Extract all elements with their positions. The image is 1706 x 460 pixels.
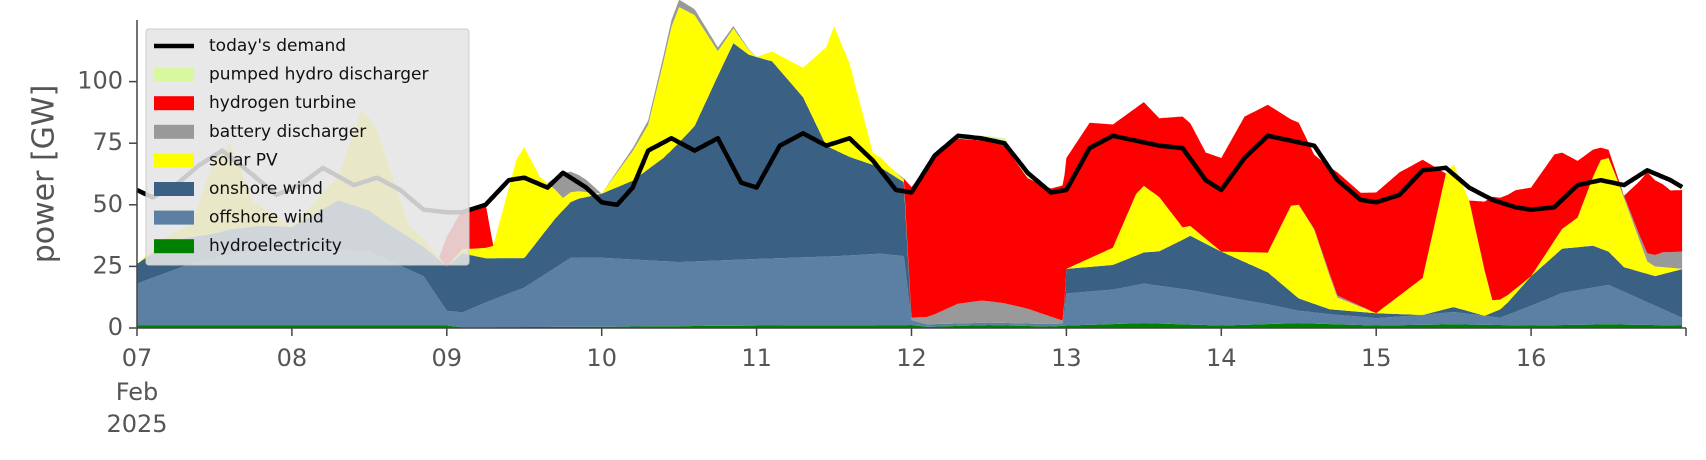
x-tick-label: 15	[1361, 344, 1392, 372]
x-ticks: 07 08 09 10 11 12 13 14 15 16 Feb 2025	[106, 328, 1686, 438]
legend-label-pumped-hydro-discharger: pumped hydro discharger	[209, 65, 428, 85]
legend-swatch-offshore-wind	[154, 211, 194, 225]
legend-swatch-onshore-wind	[154, 182, 194, 196]
legend-label-hydrogen-turbine: hydrogen turbine	[209, 93, 356, 113]
legend-label-solar-pv: solar PV	[209, 150, 278, 170]
legend-label-today-s-demand: today's demand	[209, 36, 346, 56]
x-tick-sublabel: Feb	[116, 378, 159, 406]
legend-swatch-hydroelectricity	[154, 239, 194, 253]
legend-label-onshore-wind: onshore wind	[209, 179, 323, 199]
y-tick-label: 0	[108, 313, 123, 341]
x-tick-label: 09	[432, 344, 463, 372]
legend-swatch-pumped-hydro-discharger	[154, 68, 194, 82]
y-tick-label: 50	[92, 190, 123, 218]
legend-label-hydroelectricity: hydroelectricity	[209, 236, 342, 256]
x-tick-label: 14	[1206, 344, 1237, 372]
x-tick-label: 10	[586, 344, 617, 372]
x-tick-label: 07	[122, 344, 153, 372]
legend-swatch-battery-discharger	[154, 125, 194, 139]
legend-swatch-hydrogen-turbine	[154, 96, 194, 110]
legend-label-offshore-wind: offshore wind	[209, 208, 324, 228]
x-tick-label: 12	[896, 344, 927, 372]
y-axis-title: power [GW]	[27, 85, 62, 264]
y-tick-label: 75	[92, 128, 123, 156]
legend: today's demand pumped hydro discharger hyd…	[146, 29, 469, 265]
x-tick-label: 13	[1051, 344, 1082, 372]
y-tick-label: 100	[77, 67, 123, 95]
x-tick-label: 08	[277, 344, 308, 372]
legend-swatch-solar-pv	[154, 153, 194, 167]
y-ticks: 0 25 50 75 100	[77, 67, 137, 341]
x-tick-label: 16	[1516, 344, 1547, 372]
y-tick-label: 25	[92, 251, 123, 279]
x-tick-label: 11	[741, 344, 772, 372]
legend-label-battery-discharger: battery discharger	[209, 122, 366, 142]
x-tick-sublabel: 2025	[106, 410, 167, 438]
